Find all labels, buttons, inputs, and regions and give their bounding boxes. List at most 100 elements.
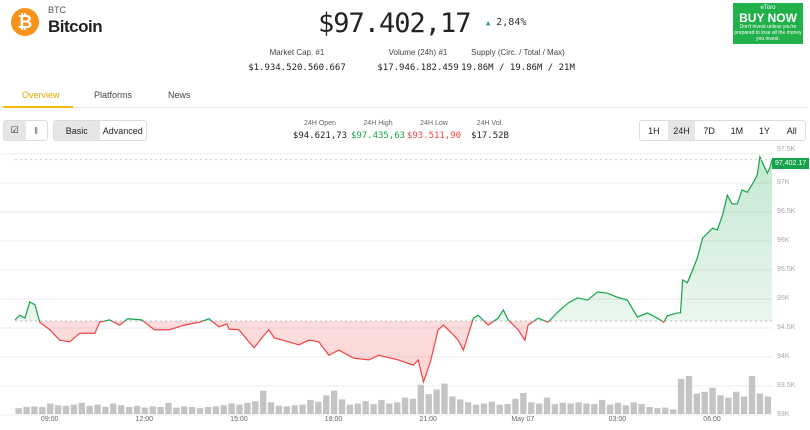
h24-low: 24H Low $93.511,90	[406, 120, 462, 141]
area-above-open	[15, 156, 772, 321]
active-tab-indicator	[3, 106, 73, 108]
volume-bar	[165, 402, 172, 414]
ad-cta: BUY NOW	[739, 11, 797, 25]
range-24h[interactable]: 24H	[667, 121, 696, 140]
etoro-ad[interactable]: eToro BUY NOW Don't invest unless you're…	[733, 3, 803, 44]
price-line-down	[38, 320, 666, 385]
volume-bar	[291, 405, 298, 414]
volume-bar	[733, 391, 740, 414]
volume-bar	[614, 402, 622, 414]
volume-bar	[338, 399, 346, 414]
h24-open: 24H Open $94.621,73	[292, 120, 348, 141]
tab-overview[interactable]: Overview	[22, 90, 60, 100]
volume-bar	[236, 404, 243, 414]
stat-supply: Supply (Circ. / Total / Max) 19.86M / 19.…	[461, 48, 575, 73]
volume-bar	[39, 406, 46, 414]
volume-bar	[535, 403, 543, 414]
price-change: ▲ 2,84%	[486, 17, 526, 28]
candlestick-icon[interactable]: ⫾	[34, 125, 38, 135]
volume-bar	[110, 403, 117, 414]
tab-divider	[3, 107, 807, 108]
stat-volume: Volume (24h) #1 $17.946.182.459	[377, 48, 459, 73]
h24-volume: 24H Vol. $17.52B	[471, 120, 509, 141]
volume-bar	[141, 407, 149, 414]
range-7d[interactable]: 7D	[703, 125, 715, 136]
range-1m[interactable]: 1M	[730, 125, 744, 136]
basic-mode-button[interactable]: Basic	[54, 121, 100, 140]
coin-symbol: BTC	[48, 5, 66, 15]
y-tick-label: 97K	[777, 179, 790, 186]
up-arrow-icon: ▲	[486, 19, 491, 27]
volume-bar	[756, 393, 764, 414]
volume-bar	[149, 406, 156, 414]
volume-bar	[464, 402, 472, 414]
volume-bar	[638, 404, 645, 414]
x-tick-label: 15:00	[230, 416, 248, 423]
volume-bar	[354, 403, 361, 414]
volume-bar	[701, 391, 708, 414]
volume-bar	[259, 390, 267, 414]
volume-bar	[86, 405, 93, 414]
volume-bar	[567, 403, 574, 414]
volume-bar	[520, 392, 527, 414]
volume-bar	[551, 404, 559, 414]
volume-bar	[315, 401, 322, 414]
volume-bar	[433, 389, 440, 414]
volume-bar	[323, 395, 330, 414]
y-tick-label: 95.5K	[777, 266, 796, 273]
volume-bar	[196, 408, 204, 414]
bitcoin-logo: ₿	[11, 8, 39, 36]
volume-bar	[662, 407, 669, 414]
range-selector: 1H 24H 7D 1M 1Y All	[639, 120, 806, 141]
stat-market-cap: Market Cap. #1 $1.934.520.560.667	[248, 48, 346, 73]
volume-bar	[693, 393, 701, 414]
volume-bar	[725, 397, 732, 414]
tab-platforms[interactable]: Platforms	[94, 90, 133, 100]
volume-bar	[362, 401, 369, 414]
y-tick-label: 93K	[777, 411, 790, 418]
volume-bar	[496, 404, 503, 414]
y-tick-label: 96K	[777, 237, 790, 244]
current-price-tag: 97,402.17	[772, 158, 810, 169]
tab-news[interactable]: News	[168, 90, 191, 100]
volume-bar	[654, 408, 661, 414]
volume-bar	[23, 406, 30, 414]
range-1h[interactable]: 1H	[648, 125, 660, 136]
volume-bar	[512, 398, 519, 414]
x-tick-label: 21:00	[419, 416, 437, 423]
volume-bar	[47, 403, 54, 414]
line-chart-icon[interactable]: ☑	[4, 121, 26, 140]
volume-bar	[244, 402, 251, 414]
volume-bar	[378, 399, 385, 414]
x-tick-label: 09:00	[40, 416, 59, 423]
x-tick-label: 18:00	[324, 416, 343, 423]
change-percent: 2,84%	[496, 17, 527, 28]
range-all[interactable]: All	[786, 125, 797, 136]
volume-bar	[157, 406, 164, 414]
h24-high: 24H High $97.435,63	[350, 120, 406, 141]
volume-bar	[646, 406, 653, 414]
price-line-up	[14, 154, 773, 321]
volume-bar	[94, 404, 101, 414]
volume-bar	[70, 404, 78, 414]
volume-bar	[669, 409, 677, 414]
advanced-mode-button[interactable]: Advanced	[102, 125, 143, 136]
volume-bar	[62, 405, 70, 414]
x-tick-label: 06:00	[703, 416, 721, 423]
y-tick-label: 93.5K	[777, 382, 796, 389]
volume-bar	[125, 406, 133, 414]
volume-bar	[15, 408, 22, 414]
y-tick-label: 94K	[777, 353, 790, 360]
volume-bar	[401, 397, 409, 414]
y-tick-label: 94.5K	[777, 324, 796, 331]
volume-bar	[330, 390, 338, 414]
volume-bar	[228, 403, 235, 414]
volume-bar	[472, 404, 480, 414]
range-1y[interactable]: 1Y	[759, 125, 771, 136]
volume-bar	[559, 402, 566, 414]
current-price: $97.402,17	[318, 8, 472, 39]
volume-bar	[630, 402, 637, 414]
volume-bar	[764, 396, 771, 414]
volume-bar	[275, 405, 283, 414]
